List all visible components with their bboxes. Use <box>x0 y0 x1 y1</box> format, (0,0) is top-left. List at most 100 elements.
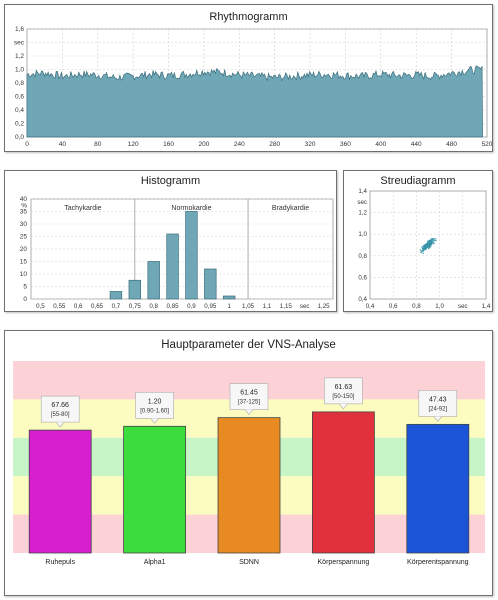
rhythmogram-y-tick: 0,2 <box>15 121 24 128</box>
histogram-x-tick: 0,6 <box>74 303 83 310</box>
vns-panel: Hauptparameter der VNS-Analyse 67.66 [55-… <box>4 330 493 596</box>
scatter-x-tick: 1,0 <box>435 303 444 310</box>
vns-value-callout-pointer <box>55 421 65 428</box>
rhythmogram-y-tick: 0,4 <box>15 107 24 114</box>
scatter-y-tick: 0,4 <box>358 296 367 303</box>
vns-value-callout-pointer <box>150 418 159 424</box>
vns-category-label: SDNN <box>239 559 259 566</box>
vns-range-label: [37-125] <box>238 400 260 406</box>
vns-title: Hauptparameter der VNS-Analyse <box>161 339 336 351</box>
scatter-point <box>425 246 428 248</box>
histogram-bar <box>147 261 160 300</box>
histogram-panel: Histogramm 0 5 10 15 20 25 30 35 40% 0,5 0,55 0,6 0,… <box>4 170 337 312</box>
scatter-chart: 0,4 0,6 0,8 1,0 1,2 1,4 sec 0,4 0,6 0,8 1,0 sec 1,4 <box>357 188 491 310</box>
rhythmogram-x-tick: 440 <box>411 141 422 148</box>
rhythmogram-x-tick: 80 <box>94 141 102 148</box>
histogram-x-tick: 0,8 <box>149 303 158 310</box>
histogram-zone-label: Bradykardie <box>272 205 309 212</box>
rhythmogram-y-tick: 0,0 <box>15 134 24 141</box>
scatter-point <box>429 239 432 242</box>
histogram-title: Histogramm <box>140 175 201 187</box>
scatter-y-tick: 0,6 <box>358 274 367 281</box>
rhythmogram-y-tick: 0,6 <box>15 94 24 101</box>
vns-value-label: 47.43 <box>429 396 447 403</box>
vns-category-label: Alpha1 <box>144 559 166 566</box>
vns-category-label: Ruhepuls <box>45 559 75 566</box>
histogram-x-tick: 0,65 <box>91 303 104 310</box>
scatter-point <box>430 238 432 240</box>
histogram-x-tick: 1,15 <box>280 303 293 310</box>
rhythmogram-panel: Rhythmogramm 0,0 0,2 0,4 0,6 0,8 1,0 1,2 1,6 sec… <box>4 4 493 152</box>
scatter-point <box>430 241 432 243</box>
histogram-y-tick: 5 <box>23 284 27 291</box>
scatter-point <box>433 239 435 241</box>
histogram-x-tick: 1,05 <box>242 303 255 310</box>
vns-category-label: Körperentspannung <box>407 559 469 566</box>
rhythmogram-chart: 0,0 0,2 0,4 0,6 0,8 1,0 1,2 1,6 sec 0 40 80 120 160 20… <box>14 26 492 148</box>
vns-value-callout-pointer <box>339 403 348 410</box>
vns-range-label: [50-150] <box>332 394 354 400</box>
rhythmogram-x-tick: 0 <box>25 141 29 148</box>
vns-value-label: 61.45 <box>240 390 258 397</box>
histogram-bar <box>222 295 236 300</box>
rhythmogram-x-tick: 320 <box>305 141 316 148</box>
scatter-point <box>422 247 424 249</box>
scatter-point <box>430 246 432 248</box>
rhythmogram-x-tick: 120 <box>128 141 139 148</box>
rhythmogram-series-area <box>26 65 483 138</box>
histogram-x-tick: 0,5 <box>36 303 45 310</box>
rhythmogram-x-tick: 360 <box>340 141 351 148</box>
vns-bar <box>217 417 281 554</box>
rhythmogram-x-tick: 480 <box>446 141 457 148</box>
histogram-y-tick: 10 <box>20 271 28 278</box>
vns-value-callout <box>40 395 80 423</box>
rhythmogram-x-tick: 400 <box>375 141 386 148</box>
scatter-point <box>428 247 430 250</box>
vns-value-callout-pointer <box>244 409 254 416</box>
scatter-x-tick: 1,4 <box>482 303 491 310</box>
rhythmogram-x-tick: 280 <box>269 141 280 148</box>
scatter-point <box>422 248 424 250</box>
scatter-panel: Streudiagramm 0,4 0,6 0,8 1,0 1,2 1,4 sec 0,4 0,… <box>343 170 493 312</box>
rhythmogram-title: Rhythmogramm <box>209 11 288 23</box>
histogram-x-tick: 0,95 <box>204 303 217 310</box>
histogram-x-tick: 1,25 <box>318 303 331 310</box>
histogram-x-tick: sec <box>300 303 310 310</box>
vns-range-label: [24-92] <box>428 406 447 412</box>
histogram-y-tick: 0 <box>23 296 27 303</box>
scatter-point <box>435 238 437 240</box>
histogram-x-tick: 0,7 <box>112 303 121 310</box>
vns-value-callout-pointer <box>433 416 443 422</box>
scatter-point <box>421 251 423 253</box>
scatter-point <box>427 240 429 242</box>
rhythmogram-x-tick: 200 <box>198 141 209 148</box>
histogram-y-tick: 15 <box>20 259 28 266</box>
histogram-y-tick: 35 <box>20 209 28 216</box>
scatter-x-tick: 0,8 <box>412 303 421 310</box>
scatter-point <box>427 242 429 245</box>
rhythmogram-x-tick: 160 <box>163 141 174 148</box>
histogram-y-tick: 40 <box>20 196 28 203</box>
rhythmogram-x-tick: 520 <box>482 141 492 148</box>
scatter-point <box>424 244 426 246</box>
vns-value-callout <box>324 377 363 405</box>
histogram-y-unit: % <box>21 202 27 209</box>
histogram-bar <box>185 211 198 300</box>
rhythmogram-y-tick: 1,2 <box>15 53 24 60</box>
vns-bar <box>311 411 375 554</box>
vns-bar <box>28 429 92 554</box>
scatter-point <box>430 243 432 245</box>
histogram-bar <box>109 291 123 300</box>
histogram-bar <box>204 268 217 300</box>
histogram-x-tick: 0,55 <box>53 303 66 310</box>
scatter-point <box>428 246 430 248</box>
rhythmogram-y-tick: 1,0 <box>15 67 24 74</box>
vns-value-label: 61.63 <box>335 384 353 391</box>
scatter-y-unit: sec <box>357 199 367 206</box>
scatter-x-tick: 0,4 <box>366 303 375 310</box>
histogram-chart: 0 5 10 15 20 25 30 35 40% 0,5 0,55 0,6 0,65 0,7 0,75 0,… <box>20 196 334 310</box>
scatter-point <box>422 252 424 254</box>
scatter-point <box>421 246 423 248</box>
rhythmogram-y-tick: 1,6 <box>15 26 24 33</box>
scatter-x-tick: 0,6 <box>389 303 398 310</box>
